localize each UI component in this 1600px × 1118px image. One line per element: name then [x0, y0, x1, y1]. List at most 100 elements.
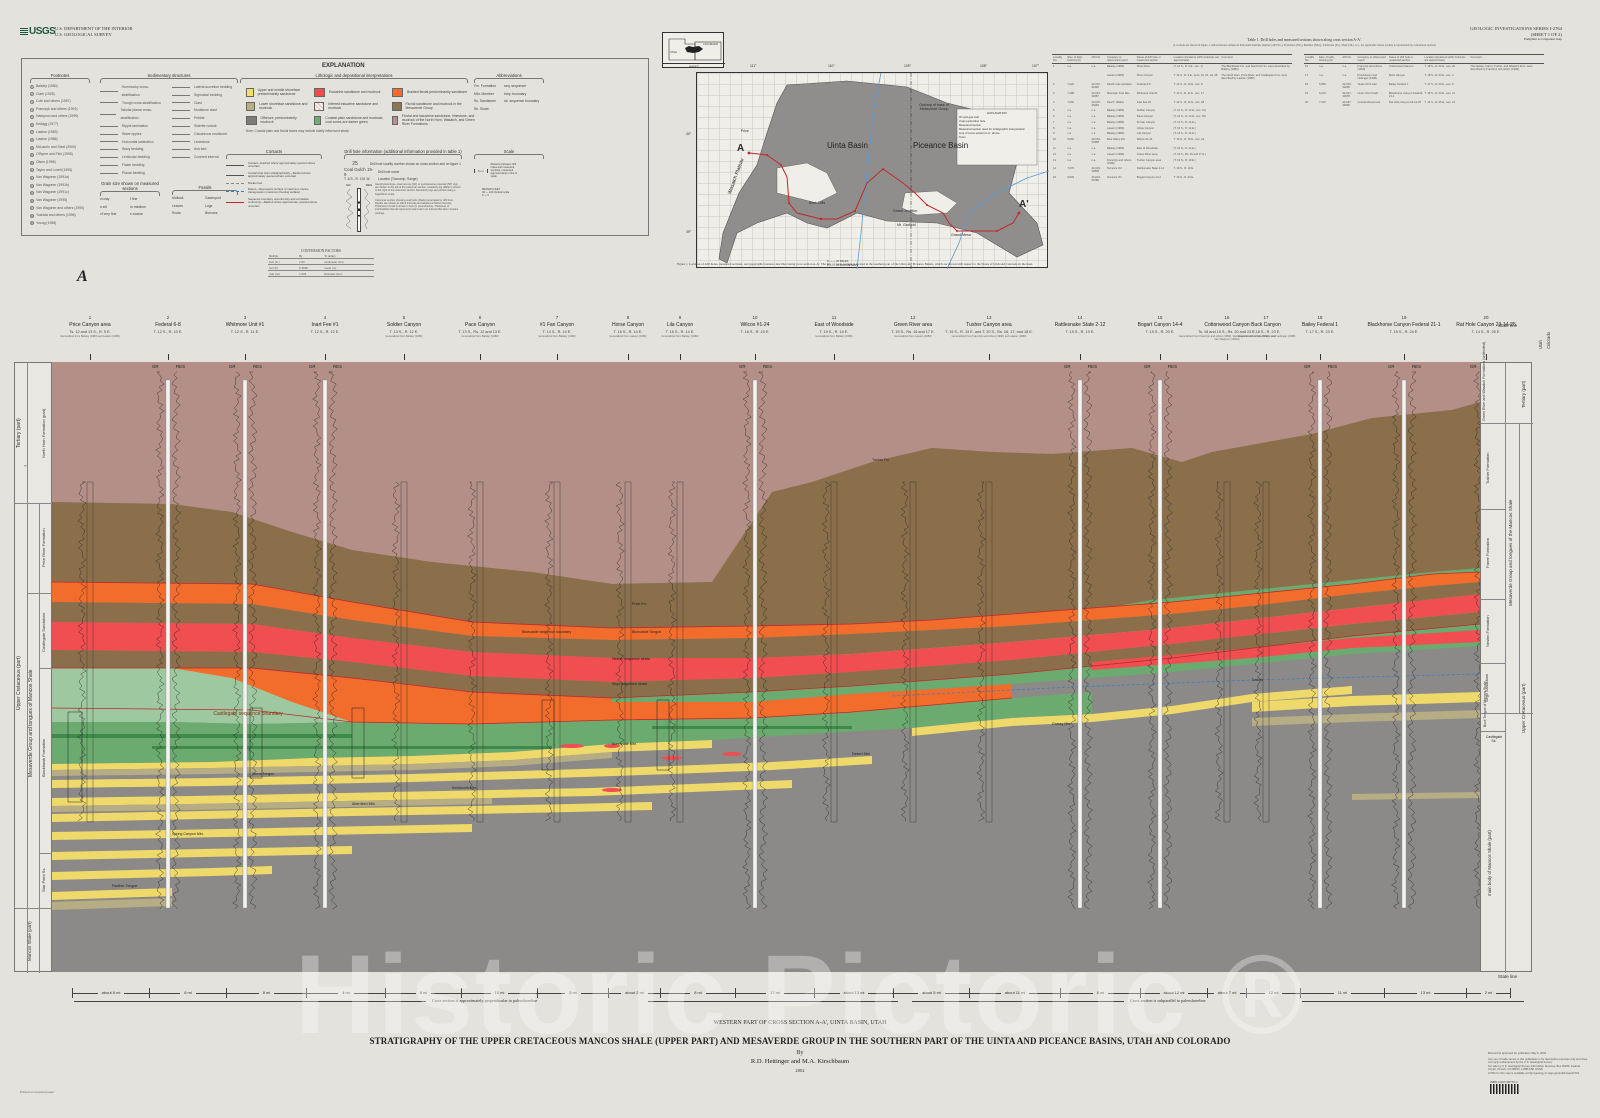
sedimentary-structure-item: Tabular planar cross-stratification: [100, 107, 166, 123]
footnote-number: 11: [30, 160, 34, 165]
table-cell: 43-019-30235: [1342, 82, 1352, 89]
table-cell: n.a.: [1067, 158, 1072, 162]
table-cell: n.a.: [1091, 65, 1096, 69]
table-cell: Inart Fee #1: [1136, 100, 1152, 104]
sedimentary-structure-item: Limestone: [172, 139, 238, 147]
longitude-label: 110°: [828, 64, 835, 68]
well-location: T. 12 S., R. 12 E.: [310, 330, 340, 334]
table-header: API No.: [1341, 54, 1357, 64]
footnote-text: Young (1955): [36, 220, 57, 225]
lithology-swatch-icon: [392, 115, 398, 125]
usgs-logo: USGS: [20, 26, 56, 37]
gr-log-label: GR: [229, 364, 236, 369]
structure-label: Tabular planar cross-stratification: [120, 108, 153, 121]
table-cell: Terrance Oil: [1106, 176, 1122, 180]
well-tick: [834, 354, 835, 360]
table-cell: Green River area: [1136, 152, 1158, 156]
footnote-item: 17 Van Wagoner and others (1990): [30, 205, 90, 213]
table-cell: n.a.: [1091, 120, 1096, 124]
map-legend-item: Line of cross section A-A', above: [959, 131, 1000, 135]
map-inset: UTAH COLORADO INSET: [662, 32, 725, 69]
longitude-label: 109°: [904, 64, 912, 68]
table-cell: 7,070: [1067, 167, 1075, 171]
contact-label: Sequence boundary unconformity and corre…: [248, 196, 318, 208]
abbreviation-item: Ss. Sandstone: [474, 99, 497, 103]
grain-size-legend: Grain size shown on measured sections cl…: [100, 181, 160, 219]
table-cell: Lawton (1983): [1106, 74, 1125, 78]
table-row: 1 n.a. n.a. Balsley (1980) Price River [T. 12…: [1052, 64, 1292, 73]
fossils-brace: [172, 190, 238, 195]
structure-label: Clast: [194, 100, 202, 105]
map-legend-item: Measured section: [959, 123, 982, 127]
well-location: T. 12 S., R. 10 E.: [153, 330, 183, 334]
conversion-table: Multiply By To obtain inch (in.) 2.54 centim…: [268, 253, 374, 277]
sedimentary-structure-item: Sigmoidal bedding: [172, 92, 238, 100]
table-row: 6 n.a. n.a. Balsley (1980) Pace Canyon [T. 13…: [1052, 114, 1292, 120]
table-cell: n.a.: [1091, 115, 1096, 119]
conversion-cell: kilometer (km): [323, 270, 374, 277]
table-cell: [T. 16 S., R. 14 E.]: [1173, 132, 1196, 136]
footnote-text: Olsen (1995): [36, 159, 56, 164]
distance-label: 8 mi: [180, 990, 196, 995]
table-cell: 18: [1305, 82, 1308, 86]
well-number: 4: [323, 315, 327, 320]
sedimentary-structure-item: Lenticular bedding: [100, 154, 166, 162]
abbreviation-item: Fm. Formation: [474, 84, 497, 88]
distance-segment: about 6 mi: [72, 988, 149, 998]
table-row: 2 7,220 43-007-30140 Pacific Gas and Elec. F…: [1052, 82, 1292, 91]
abbreviations-legend: Abbreviations Fm. Formation seq. sequence…: [474, 73, 544, 113]
table-cell: [T. 12 S., R. 9 E., sec. 1]: [1173, 65, 1203, 69]
right-stratigraphic-column: Green River and Wasatch Formations (undi…: [1480, 342, 1533, 973]
well-location: T. 15 S., R. 24 E.: [1389, 330, 1419, 334]
table-header: Elev. of kelly bushing (ft): [1318, 54, 1342, 64]
table-cell: #1 Fan Canyon: [1136, 120, 1156, 124]
distance-end-tick: [1510, 988, 1511, 998]
well-name: Whitmore Unit #1: [225, 322, 265, 328]
table-cell: 43-007-30087: [1091, 91, 1101, 98]
well-source: Generalized from Balsley (1980): [661, 335, 699, 338]
abbreviation-item: Mbr. Member: [474, 91, 494, 96]
lithology-label: Fluvial sandstone and mudrock in the Mes…: [405, 102, 462, 110]
table-cell: 15: [1053, 176, 1056, 180]
conversion-cell: foot (ft): [268, 264, 299, 271]
conversion-row: mile (mi) 1.609 kilometer (km): [268, 270, 374, 277]
structure-symbol-icon: [100, 149, 118, 151]
contact-line-icon: [226, 174, 244, 176]
table-cell: Lawton (1983): [1106, 126, 1125, 130]
table-row: 20 7,297 43-047-30990 Coseka Resources Rat H…: [1304, 99, 1544, 108]
well-name: Federal 6-8: [155, 322, 181, 328]
longitude-label: 108°: [980, 64, 988, 68]
table-header: Location (locations within brackets are …: [1423, 54, 1470, 64]
table-cell: Mountain Fuel Res.: [1106, 91, 1131, 95]
table-cell: [1220, 175, 1292, 184]
well-header: 3 Whitmore Unit #1 T. 12 S., R. 11 E.: [195, 315, 295, 335]
footnote-number: 19: [30, 221, 34, 226]
footnote-number: 14: [30, 183, 34, 188]
table-cell: n.a.: [1091, 132, 1096, 136]
distance-segment: 8 mi: [1060, 988, 1140, 998]
well-number: 2: [166, 315, 170, 320]
fossil-item: Leaves: [172, 203, 183, 208]
table-cell: [1469, 99, 1544, 108]
conversion-cell: meter (m): [323, 264, 374, 271]
well-name: Bailey Federal 1: [1301, 322, 1339, 328]
footnote-text: Cole and others (1997): [36, 99, 71, 104]
basin-shapes: [718, 73, 1049, 269]
table-cell: 7: [1053, 120, 1055, 124]
well-tick: [90, 354, 91, 360]
table-cell: [1220, 157, 1292, 166]
table-cell: 9: [1053, 132, 1055, 136]
conversion-header: To obtain: [323, 253, 374, 259]
contact-item: Contact—Dashed where approximately queri…: [226, 161, 322, 169]
paleo-note-right: Cross section is subparallel to paleosho…: [1130, 998, 1206, 1003]
well-header: 15 Bogart Canyon 14-4 T. 19 S., R. 20 E.: [1110, 315, 1210, 335]
table-cell: 20: [1305, 100, 1308, 104]
contacts-legend: Contacts Contact—Dashed where approximat…: [226, 149, 322, 208]
well-header: 13 Tusher Canyon area T. 19 S., R. 19 E. a…: [939, 315, 1039, 338]
cross-section: Castlegate sequence boundary Bluecastle …: [52, 362, 1480, 972]
distance-label: 4 mi: [338, 990, 354, 995]
table-cell: [T. 13 S., R. 12 E., sec. 15]: [1173, 109, 1206, 113]
well-number: 13: [986, 315, 992, 320]
table-cell: Cottonwood Canyon: [1389, 65, 1414, 69]
well-tick: [1486, 354, 1487, 360]
